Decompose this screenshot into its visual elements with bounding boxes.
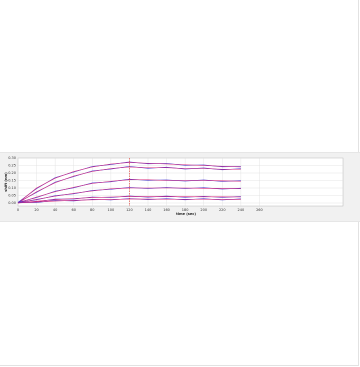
series-fit-line-1: [17, 162, 241, 204]
x-tick-label: 0: [17, 208, 19, 212]
plot-area: [17, 157, 344, 207]
x-tick-label: 60: [71, 208, 75, 212]
x-tick-label: 120: [126, 208, 133, 212]
x-tick-label: 180: [182, 208, 189, 212]
x-tick-label: 160: [163, 208, 170, 212]
x-tick-label: 260: [256, 208, 263, 212]
y-tick-label: 0.10: [8, 186, 16, 190]
x-tick-label: 80: [90, 208, 94, 212]
y-tick-label: 0.05: [8, 194, 16, 198]
series-data-line-4: [17, 187, 241, 203]
sensorgram-chart: 0.00 0.05 0.10 0.15 0.20 0.25 0.30 0 20 40 60 80 10…: [4, 156, 344, 216]
x-axis-ticks: 0 20 40 60 80 100 120 140 160 180 200 220 240 260: [17, 208, 263, 212]
y-tick-label: 0.25: [8, 164, 16, 168]
x-tick-label: 20: [34, 208, 38, 212]
y-tick-label: 0.20: [8, 171, 16, 175]
x-tick-label: 200: [200, 208, 207, 212]
x-tick-label: 240: [238, 208, 245, 212]
x-tick-label: 140: [145, 208, 152, 212]
series-fit-line-3: [17, 179, 241, 204]
x-tick-label: 100: [108, 208, 115, 212]
y-tick-label: 0.30: [8, 156, 16, 160]
y-axis-label: shift (nm): [4, 172, 8, 192]
y-tick-label: 0.15: [8, 179, 16, 183]
y-axis-ticks: 0.00 0.05 0.10 0.15 0.20 0.25 0.30: [8, 156, 16, 205]
x-tick-label: 40: [53, 208, 57, 212]
x-axis-label: time (sec): [176, 212, 196, 216]
chart-panel: 0.00 0.05 0.10 0.15 0.20 0.25 0.30 0 20 40 60 80 10…: [0, 152, 360, 222]
x-tick-label: 220: [219, 208, 226, 212]
y-tick-label: 0.00: [8, 201, 16, 205]
grid-layer: [17, 157, 343, 206]
